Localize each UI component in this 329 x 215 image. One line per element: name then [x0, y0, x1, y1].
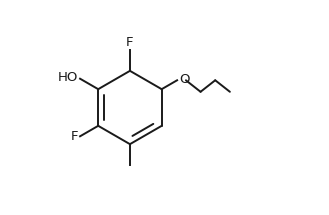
Text: O: O: [179, 73, 189, 86]
Text: HO: HO: [58, 71, 78, 84]
Text: F: F: [71, 130, 78, 143]
Text: F: F: [126, 36, 134, 49]
